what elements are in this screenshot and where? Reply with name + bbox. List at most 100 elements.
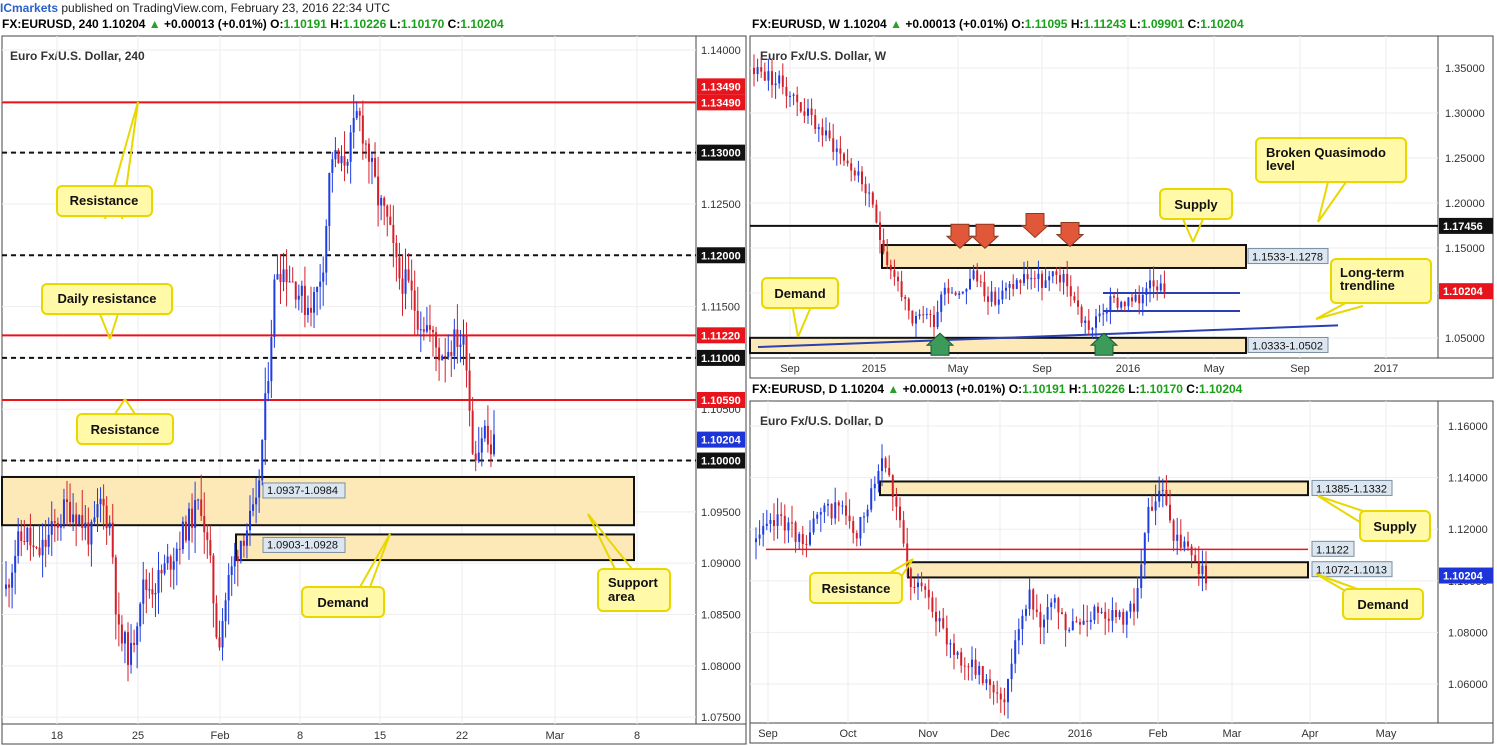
candle-body — [951, 292, 953, 294]
candle-body — [823, 505, 826, 513]
y-tick-label: 1.12000 — [1448, 524, 1488, 536]
candle-body — [1048, 276, 1051, 281]
candle-body — [1075, 621, 1078, 623]
candle-body — [322, 272, 325, 282]
candle-body — [62, 499, 65, 524]
x-tick-label: Nov — [918, 728, 938, 740]
level-label-bg — [1311, 540, 1355, 557]
candle-body — [1033, 278, 1036, 280]
y-tick-label: 1.09000 — [701, 558, 741, 570]
candle-body — [279, 274, 282, 283]
candle-body — [29, 527, 32, 546]
candle-body — [792, 94, 795, 96]
candle-body — [489, 444, 492, 455]
candle-body — [765, 523, 768, 526]
h4-open: 1.10191 — [283, 17, 327, 31]
h4-callout-resistance-top: Resistance — [56, 101, 153, 220]
h4-callout-daily-resistance: Daily resistance — [41, 283, 173, 340]
candle-body — [1023, 274, 1025, 283]
candle-body — [72, 514, 75, 523]
daily-inner-title: Euro Fx/U.S. Dollar, D — [760, 414, 884, 428]
candle-body — [756, 67, 759, 75]
candle-body — [456, 329, 459, 347]
candle-body — [1136, 588, 1139, 612]
weekly-c-label: C: — [1187, 17, 1201, 31]
candle-body — [1014, 640, 1017, 664]
candle-body — [130, 642, 133, 665]
candle-body — [859, 516, 862, 539]
weekly-inner-title: Euro Fx/U.S. Dollar, W — [760, 49, 887, 63]
candle-body — [1037, 273, 1040, 280]
candle-body — [145, 579, 148, 591]
candle-body — [8, 584, 11, 588]
candle-body — [371, 157, 373, 162]
candle-body — [837, 502, 840, 506]
zone-label-bg — [262, 482, 346, 499]
candle-body — [884, 458, 887, 468]
daily-chart[interactable]: Euro Fx/U.S. Dollar, D 1.1385-1.1332 1.10… — [748, 399, 1497, 746]
daily-change: +0.00013 (+0.01%) — [902, 382, 1006, 396]
candle-body — [870, 488, 873, 510]
candle-body — [361, 115, 364, 144]
candle-body — [1041, 273, 1043, 288]
brand-link[interactable]: ICmarkets — [0, 1, 59, 15]
candle-body — [230, 566, 233, 576]
candle-body — [480, 438, 483, 453]
candle-body — [780, 514, 783, 517]
candle-body — [799, 102, 802, 112]
price-tag-bg — [1439, 283, 1493, 300]
h4-c-label: C: — [447, 17, 461, 31]
daily-symbol: FX:EURUSD, D — [752, 382, 838, 396]
candle-body — [123, 632, 126, 644]
price-tag-label: 1.12000 — [701, 250, 741, 262]
weekly-callout-bqm-text: Broken Quasimodo level — [1266, 145, 1390, 173]
candle-body — [285, 269, 288, 283]
candle-body — [178, 548, 181, 550]
candle-body — [863, 516, 865, 518]
candle-body — [239, 540, 242, 562]
candle-body — [971, 659, 973, 667]
candle-body — [288, 281, 291, 283]
h4-h-label: H: — [330, 17, 343, 31]
candle-body — [1030, 278, 1033, 280]
candle-body — [999, 693, 1002, 700]
candle-body — [1151, 506, 1153, 511]
price-tag-bg — [697, 452, 745, 469]
candle-body — [1154, 501, 1157, 511]
candle-body — [17, 531, 20, 556]
candle-body — [90, 521, 93, 545]
candle-body — [1005, 287, 1007, 291]
candle-body — [1111, 610, 1114, 621]
candle-body — [760, 67, 763, 72]
candle-body — [1062, 273, 1065, 283]
candle-body — [84, 522, 87, 529]
weekly-callout-demand: Demand — [761, 277, 839, 338]
candle-body — [801, 533, 804, 545]
candle-body — [337, 150, 340, 164]
candle-body — [160, 569, 163, 574]
candle-body — [1201, 565, 1204, 574]
candle-body — [981, 666, 984, 684]
candle-body — [1026, 274, 1029, 280]
candle-body — [868, 192, 871, 194]
up-arrow-icon — [1089, 332, 1119, 356]
x-tick-label: 2016 — [1116, 363, 1140, 375]
candle-body — [961, 291, 964, 294]
candle-body — [249, 510, 251, 531]
candle-body — [1141, 294, 1144, 304]
candle-body — [407, 269, 410, 281]
h4-chart[interactable]: Euro Fx/U.S. Dollar, 240 1.0937-1.0984 1.… — [0, 34, 748, 746]
candle-body — [184, 521, 187, 541]
candle-body — [93, 517, 96, 522]
candle-body — [477, 452, 480, 461]
candle-body — [120, 624, 123, 644]
candle-body — [909, 568, 912, 588]
candle-body — [927, 589, 930, 598]
candle-body — [364, 143, 367, 145]
daily-callout-demand: Demand — [1315, 573, 1424, 620]
candle-body — [1093, 606, 1096, 620]
candle-body — [389, 216, 392, 225]
weekly-chart[interactable]: Euro Fx/U.S. Dollar, W 1.1533-1.1278 1.03… — [748, 34, 1497, 380]
candle-body — [117, 614, 120, 625]
y-tick-label: 1.20000 — [1445, 198, 1485, 210]
